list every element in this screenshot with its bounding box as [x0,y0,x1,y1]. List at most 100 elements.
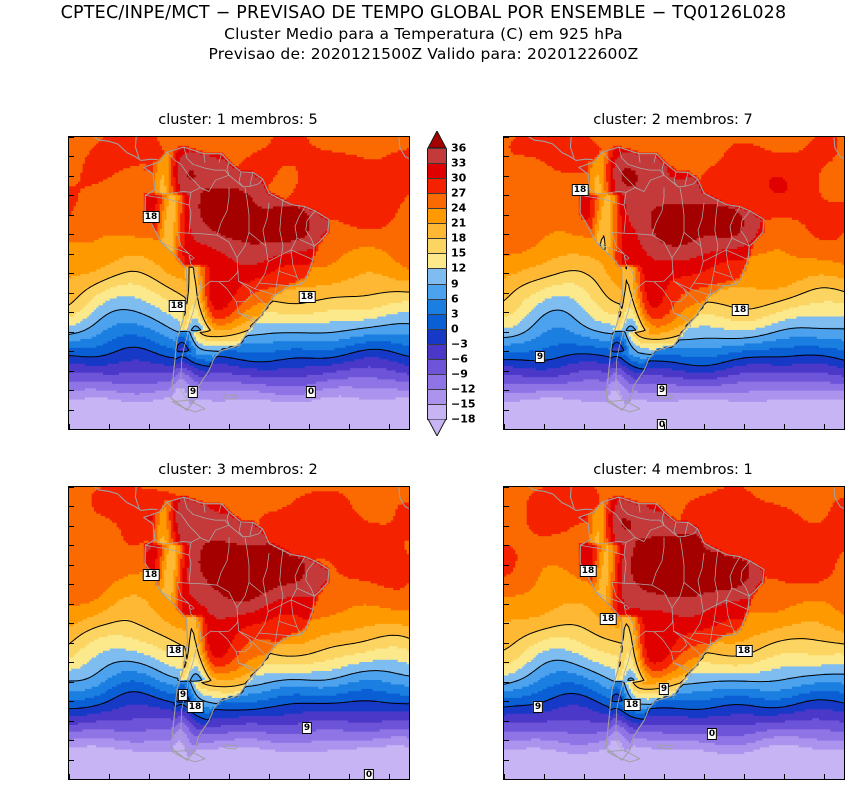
colorbar-tick [427,238,447,240]
colorbar-tick [427,193,447,195]
colorbar-tick [427,403,447,405]
colorbar-band [427,223,447,239]
y-axis-tick [504,740,509,742]
x-axis-tick [544,774,545,779]
y-axis-tick [69,740,74,742]
y-axis-tick [504,214,509,216]
colorbar-tick-label: 36 [451,141,467,155]
y-axis-tick [504,720,509,722]
y-axis-tick [504,137,509,138]
y-axis-tick [504,681,509,683]
x-axis-tick [229,424,230,429]
y-axis-tick [504,370,509,372]
colorbar-band [427,208,447,224]
y-axis-tick [69,701,74,703]
colorbar-band [427,268,447,284]
y-axis-tick [69,603,74,605]
y-axis-tick [69,409,74,411]
colorbar-tick [427,148,447,149]
x-axis-tick [349,424,350,429]
y-axis-tick [504,312,509,314]
contour-label: 18 [599,613,617,626]
y-axis-tick [69,681,74,683]
colorbar-tick [427,388,447,390]
x-axis-tick [784,424,785,429]
contour-field-cluster-1 [69,137,409,429]
y-axis-tick [504,487,509,488]
colorbar-tick [427,298,447,300]
colorbar-band [427,343,447,360]
contour-label: 9 [532,700,544,713]
contour-label: 9 [656,384,668,397]
x-axis-tick [744,774,745,779]
colorbar-tick-label: 21 [451,216,467,230]
x-axis-tick [389,774,390,779]
colorbar-tick [427,343,447,345]
map-cluster-1[interactable]: 1818189015N10N5NEQ5S10S15S20S25S30S35S40… [68,136,410,430]
y-axis-tick [504,623,509,625]
colorbar-tick-label: 24 [451,201,467,215]
colorbar-tick [427,253,447,255]
title-line-1: CPTEC/INPE/MCT − PREVISAO DE TEMPO GLOBA… [60,3,787,23]
y-axis-tick [504,506,509,508]
x-axis-tick [309,774,310,779]
map-cluster-2[interactable]: 181899015N10N5NEQ5S10S15S20S25S30S35S40S… [503,136,845,430]
contour-label: 18 [298,290,316,303]
y-axis-tick [69,429,74,430]
colorbar-tick [427,313,447,315]
contour-field-cluster-4 [504,487,844,779]
colorbar-tick-label: −9 [451,367,468,381]
y-axis-tick [504,390,509,392]
y-axis-tick [69,312,74,314]
x-axis-tick [149,424,150,429]
y-axis-tick [69,584,74,586]
contour-label: 9 [177,689,189,702]
colorbar-band [427,328,447,345]
contour-field-cluster-2 [504,137,844,429]
y-axis-tick [504,603,509,605]
colorbar-band [427,253,447,269]
x-axis-tick [664,424,665,429]
x-axis-tick [109,424,110,429]
y-axis-tick [504,662,509,664]
colorbar-tick-label: −18 [451,412,476,426]
colorbar: 36 33 30 27 24 21 18 15 12 9 6 3 0 −3 −6 −9 −12 −15 −18 [427,129,476,438]
y-axis-tick [69,273,74,275]
colorbar-tick-label: 18 [451,231,467,245]
colorbar-tick [427,268,447,270]
y-axis-tick [504,273,509,275]
contour-label: 18 [186,700,204,713]
colorbar-tick-label: −12 [451,382,476,396]
y-axis-tick [69,564,74,566]
colorbar-tick [427,178,447,180]
x-axis-tick [504,774,505,779]
x-axis-tick [229,774,230,779]
colorbar-tick-label: 9 [451,277,459,290]
x-axis-tick [69,424,70,429]
x-axis-tick [544,424,545,429]
y-axis-tick [69,214,74,216]
y-axis-tick [504,584,509,586]
y-axis-tick [69,487,74,488]
colorbar-tick [427,328,447,330]
y-axis-tick [69,351,74,353]
y-axis-tick [504,545,509,547]
title-line-3: Previsao de: 2020121500Z Valido para: 20… [208,45,639,63]
map-cluster-3[interactable]: 18181899015N10N5NEQ5S10S15S20S25S30S35S4… [68,486,410,780]
colorbar-tick-label: 6 [451,292,459,306]
x-axis-tick [269,424,270,429]
contour-label: 9 [658,683,670,696]
y-axis-tick [504,175,509,177]
colorbar-tick-label: 12 [451,261,467,275]
y-axis-tick [69,506,74,508]
contour-label: 0 [305,386,317,398]
figure-header: CPTEC/INPE/MCT − PREVISAO DE TEMPO GLOBA… [0,0,847,64]
panel-title-cluster-4: cluster: 4 membros: 1 [593,462,753,478]
map-cluster-4[interactable]: 1818181899015N10N5NEQ5S10S15S20S25S30S35… [503,486,845,780]
x-axis-tick [744,424,745,429]
x-axis-tick [624,424,625,429]
x-axis-tick [269,774,270,779]
x-axis-tick [504,424,505,429]
contour-label: 9 [187,386,199,398]
colorbar-band [427,388,447,405]
